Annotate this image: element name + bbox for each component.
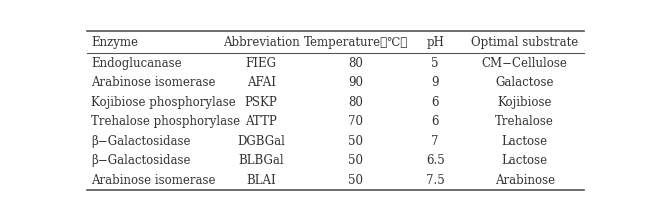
Text: 9: 9 [432,76,439,89]
Text: 6: 6 [432,115,439,128]
Text: Kojibiose phosphorylase: Kojibiose phosphorylase [91,95,236,109]
Text: Galactose: Galactose [495,76,554,89]
Text: 80: 80 [348,57,363,69]
Text: BLBGal: BLBGal [238,154,284,167]
Text: Trehalose phosphorylase: Trehalose phosphorylase [91,115,240,128]
Text: Abbreviation: Abbreviation [223,36,299,49]
Text: 80: 80 [348,95,363,109]
Text: FIEG: FIEG [246,57,276,69]
Text: Lactose: Lactose [502,134,548,148]
Text: Arabinose isomerase: Arabinose isomerase [91,174,215,187]
Text: 50: 50 [348,134,363,148]
Text: Enzyme: Enzyme [91,36,138,49]
Text: Kojibiose: Kojibiose [498,95,552,109]
Text: 6: 6 [432,95,439,109]
Text: 7: 7 [432,134,439,148]
Text: Endoglucanase: Endoglucanase [91,57,181,69]
Text: DGBGal: DGBGal [237,134,285,148]
Text: Arabinose: Arabinose [495,174,555,187]
Text: CM−Cellulose: CM−Cellulose [482,57,568,69]
Text: Optimal substrate: Optimal substrate [471,36,578,49]
Text: Arabinose isomerase: Arabinose isomerase [91,76,215,89]
Text: ATTP: ATTP [245,115,277,128]
Text: Lactose: Lactose [502,154,548,167]
Text: pH: pH [426,36,444,49]
Text: 6.5: 6.5 [426,154,445,167]
Text: Trehalose: Trehalose [495,115,554,128]
Text: BLAI: BLAI [246,174,276,187]
Text: PSKP: PSKP [245,95,278,109]
Text: β−Galactosidase: β−Galactosidase [91,134,191,148]
Text: 70: 70 [348,115,363,128]
Text: AFAI: AFAI [246,76,276,89]
Text: 5: 5 [432,57,439,69]
Text: 7.5: 7.5 [426,174,445,187]
Text: 90: 90 [348,76,363,89]
Text: β−Galactosidase: β−Galactosidase [91,154,191,167]
Text: 50: 50 [348,154,363,167]
Text: 50: 50 [348,174,363,187]
Text: Temperature（℃）: Temperature（℃） [303,36,407,49]
